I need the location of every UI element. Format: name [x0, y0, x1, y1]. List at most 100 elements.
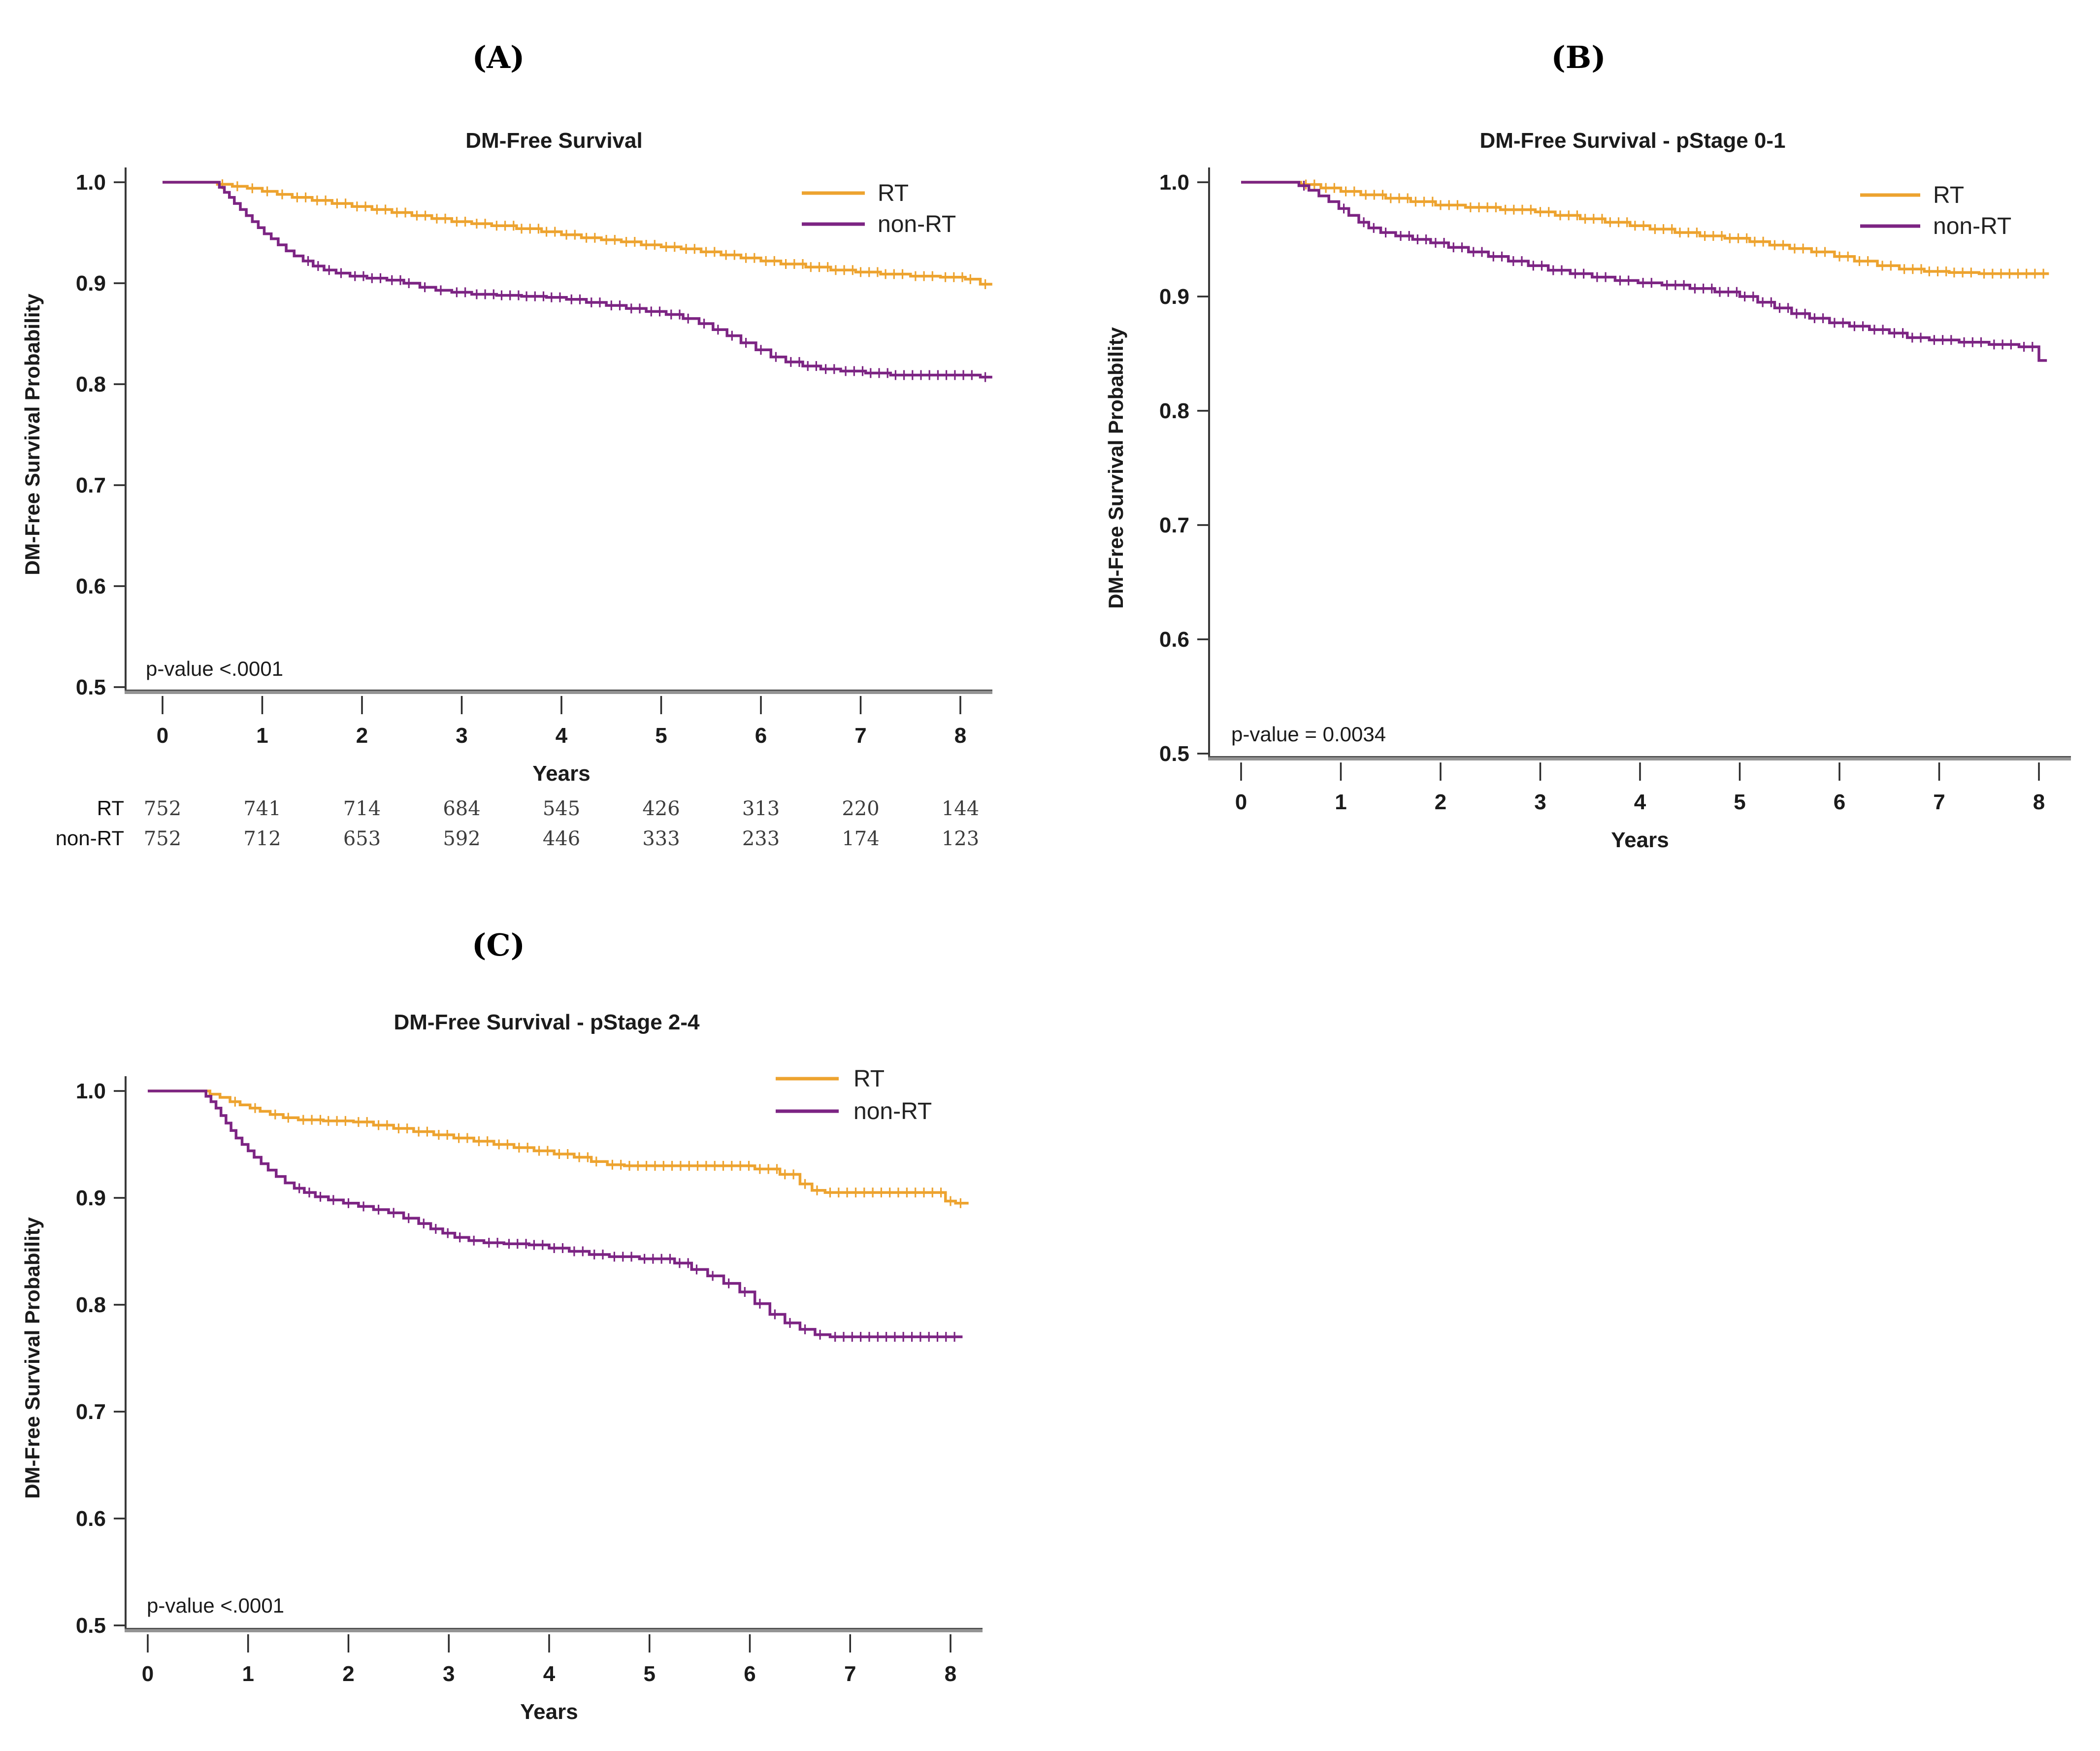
x-tick-label: 1 [242, 1662, 254, 1686]
x-tick-label: 6 [744, 1662, 755, 1686]
non-rt-censor-ticks [307, 256, 986, 382]
risk-count-cell: 752 [144, 797, 181, 820]
x-tick-label: 8 [954, 724, 966, 748]
y-tick-label: 0.7 [76, 473, 106, 497]
x-tick-label: 4 [543, 1662, 556, 1686]
risk-count-cell: 545 [543, 797, 580, 820]
non-rt-survival-curve [148, 1090, 963, 1338]
risk-count-cell: 123 [942, 827, 979, 850]
x-tick-label: 2 [1435, 790, 1446, 814]
x-tick-label: 7 [854, 724, 866, 748]
x-axis-bar [1208, 756, 2071, 760]
legend-item-rt: RT [1860, 182, 1964, 208]
panel-tag: (A) [472, 39, 525, 75]
chart-title: DM-Free Survival - pStage 0-1 [1479, 129, 1785, 153]
x-tick-label: 3 [1534, 790, 1546, 814]
non-rt-censor-ticks [1303, 181, 2034, 352]
y-tick-label: 0.6 [76, 1507, 106, 1531]
legend-item-rt: RT [802, 180, 909, 206]
x-tick-label: 4 [1634, 790, 1646, 814]
y-tick-label: 0.6 [76, 574, 106, 598]
legend-item-non-rt: non-RT [776, 1098, 932, 1124]
risk-count-cell: 684 [443, 797, 480, 820]
x-tick-label: 3 [456, 724, 467, 748]
x-tick-label: 3 [443, 1662, 455, 1686]
risk-count-cell: 714 [343, 797, 381, 820]
legend-item-non-rt: non-RT [1860, 213, 2011, 239]
risk-count-cell: 741 [243, 797, 281, 820]
y-tick-label: 1.0 [76, 1079, 106, 1103]
legend-item-non-rt: non-RT [802, 211, 956, 237]
y-tick-label: 0.8 [1159, 399, 1189, 423]
y-tick-label: 0.9 [76, 1186, 106, 1210]
x-tick-label: 0 [157, 724, 168, 748]
risk-count-cell: 144 [942, 797, 979, 820]
panel-tag: (B) [1551, 39, 1606, 75]
y-tick-label: 0.9 [76, 271, 106, 296]
risk-count-cell: 174 [842, 827, 879, 850]
risk-row-label: RT [97, 796, 124, 820]
x-axis-label: Years [1611, 828, 1669, 852]
y-tick-label: 0.6 [1159, 628, 1189, 652]
chart-title: DM-Free Survival - pStage 2-4 [394, 1010, 700, 1034]
rt-survival-curve [1241, 181, 2049, 275]
x-tick-label: 1 [256, 724, 268, 748]
y-tick-label: 1.0 [76, 170, 106, 195]
x-axis-bar-edge [125, 1628, 983, 1629]
x-tick-label: 7 [844, 1662, 856, 1686]
x-tick-label: 8 [945, 1662, 956, 1686]
x-tick-label: 4 [556, 724, 568, 748]
x-axis-bar [125, 690, 992, 694]
x-axis-label: Years [520, 1700, 578, 1724]
risk-count-cell: 426 [642, 797, 680, 820]
rt-survival-curve [163, 181, 992, 286]
legend-label: RT [1933, 182, 1964, 208]
risk-count-cell: 220 [842, 797, 879, 820]
x-tick-label: 2 [342, 1662, 354, 1686]
legend-label: non-RT [878, 211, 956, 237]
y-tick-label: 0.7 [76, 1400, 106, 1424]
x-tick-label: 8 [2033, 790, 2045, 814]
p-value-annotation: p-value = 0.0034 [1231, 723, 1386, 746]
x-tick-label: 0 [142, 1662, 154, 1686]
number-at-risk-table: RT 752 741 714 684 545 426 313 220 144 non-RT 752 71… [56, 796, 979, 850]
x-tick-label: 6 [1834, 790, 1845, 814]
y-tick-label: 1.0 [1159, 170, 1189, 195]
x-tick-label: 5 [655, 724, 667, 748]
p-value-annotation: p-value <.0001 [146, 657, 283, 680]
risk-count-cell: 712 [243, 827, 281, 850]
y-axis-label: DM-Free Survival Probability [21, 1217, 44, 1498]
y-tick-label: 0.5 [76, 675, 106, 699]
x-tick-label: 5 [1734, 790, 1745, 814]
x-axis-bar-edge [125, 690, 992, 691]
legend-label: non-RT [853, 1098, 932, 1124]
non-rt-survival-curve [1241, 181, 2047, 362]
risk-count-cell: 313 [742, 797, 780, 820]
km-chart-svg: (A) DM-Free Survival DM-Free Survival Prob… [21, 39, 992, 850]
risk-count-cell: 333 [642, 827, 680, 850]
legend-label: RT [853, 1066, 885, 1092]
y-tick-label: 0.8 [76, 1293, 106, 1317]
risk-row-label: non-RT [56, 826, 124, 850]
x-tick-label: 2 [356, 724, 368, 748]
x-tick-label: 0 [1235, 790, 1247, 814]
y-tick-label: 0.7 [1159, 513, 1189, 537]
non-rt-censor-ticks [298, 1183, 955, 1342]
non-rt-survival-curve [163, 181, 992, 379]
km-chart-svg: (C) DM-Free Survival - pStage 2-4 DM-Free … [21, 927, 983, 1724]
x-axis-label: Years [532, 761, 590, 786]
panel-a-dm-free-survival: (A) DM-Free Survival DM-Free Survival Prob… [0, 0, 1050, 882]
risk-count-cell: 653 [343, 827, 381, 850]
risk-count-cell: 446 [543, 827, 580, 850]
rt-censor-ticks [221, 179, 986, 289]
rt-censor-ticks [1305, 179, 2044, 279]
x-tick-label: 6 [755, 724, 767, 748]
y-tick-label: 0.5 [76, 1614, 106, 1638]
x-tick-label: 7 [1933, 790, 1945, 814]
x-axis-bar-edge [1208, 756, 2071, 758]
panel-c-dm-free-survival-pstage-2-4: (C) DM-Free Survival - pStage 2-4 DM-Free … [0, 882, 1050, 1751]
y-tick-label: 0.5 [1159, 742, 1189, 766]
rt-censor-ticks [234, 1096, 962, 1208]
rt-survival-curve [148, 1090, 969, 1205]
